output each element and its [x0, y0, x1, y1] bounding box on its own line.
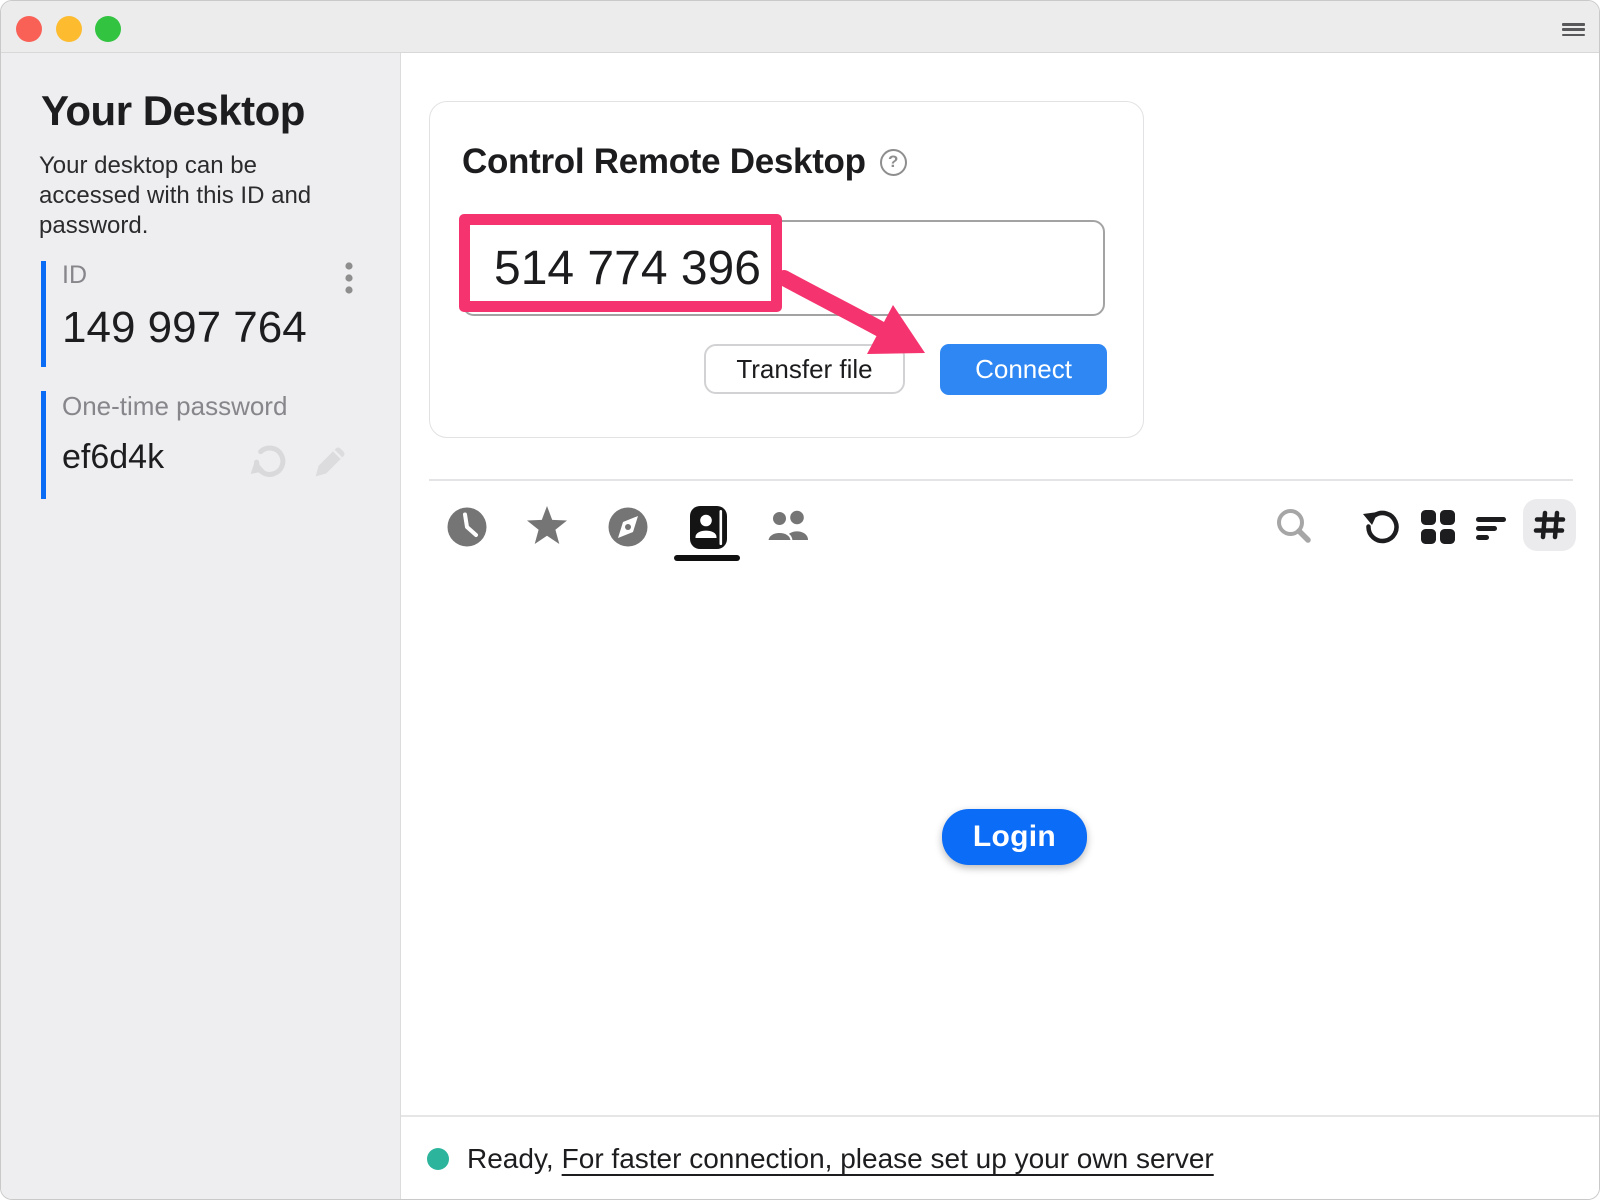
- address-book-icon: [690, 506, 727, 549]
- statusbar-divider: [401, 1115, 1599, 1117]
- clock-icon: [447, 507, 487, 547]
- tab-groups[interactable]: [766, 505, 810, 549]
- connect-button[interactable]: Connect: [940, 344, 1107, 395]
- remote-id-value: 514 774 396: [494, 241, 761, 295]
- kebab-menu-icon[interactable]: [339, 261, 359, 295]
- grid-view-icon[interactable]: [1416, 505, 1460, 549]
- remote-id-input[interactable]: 514 774 396: [462, 220, 1105, 316]
- main-panel: Control Remote Desktop ? 514 774 396 Tra…: [401, 53, 1599, 1199]
- titlebar: [1, 1, 1599, 53]
- sidebar: Your Desktop Your desktop can be accesse…: [1, 53, 401, 1199]
- password-section: One-time password ef6d4k: [41, 391, 287, 499]
- id-hash-icon[interactable]: [1523, 499, 1576, 551]
- transfer-file-button[interactable]: Transfer file: [704, 344, 905, 394]
- tab-favorites[interactable]: [525, 505, 569, 549]
- id-section: ID 149 997 764: [41, 261, 307, 367]
- tab-recent-sessions[interactable]: [445, 505, 489, 549]
- setup-server-link[interactable]: For faster connection, please set up you…: [561, 1143, 1214, 1174]
- close-button[interactable]: [16, 16, 42, 42]
- status-text: Ready,: [467, 1143, 554, 1174]
- help-circle-icon[interactable]: ?: [879, 148, 907, 176]
- password-value: ef6d4k: [62, 438, 165, 476]
- tabbar-divider: [429, 479, 1573, 481]
- active-tab-indicator: [674, 555, 740, 561]
- status-dot: [427, 1148, 449, 1170]
- refresh-icon[interactable]: [1359, 505, 1403, 549]
- tab-address-book[interactable]: [686, 505, 730, 549]
- zoom-button[interactable]: [95, 16, 121, 42]
- tab-discovered[interactable]: [606, 505, 650, 549]
- sidebar-title: Your Desktop: [41, 87, 305, 134]
- id-label: ID: [62, 261, 87, 289]
- star-icon: [527, 506, 567, 544]
- search-icon[interactable]: [1272, 505, 1316, 549]
- compass-icon: [608, 507, 648, 547]
- hamburger-icon[interactable]: [1562, 23, 1585, 36]
- people-icon: [766, 510, 808, 542]
- connect-card: Control Remote Desktop ? 514 774 396 Tra…: [429, 101, 1144, 438]
- sort-icon[interactable]: [1469, 505, 1513, 549]
- edit-pencil-icon[interactable]: [309, 441, 351, 488]
- password-label: One-time password: [62, 391, 288, 421]
- minimize-button[interactable]: [56, 16, 82, 42]
- id-value: 149 997 764: [62, 303, 307, 352]
- login-button[interactable]: Login: [942, 809, 1087, 865]
- statusbar: Ready, For faster connection, please set…: [427, 1139, 1214, 1179]
- refresh-password-icon[interactable]: [247, 443, 287, 488]
- card-title: Control Remote Desktop: [462, 142, 866, 181]
- sidebar-description: Your desktop can be accessed with this I…: [39, 152, 312, 239]
